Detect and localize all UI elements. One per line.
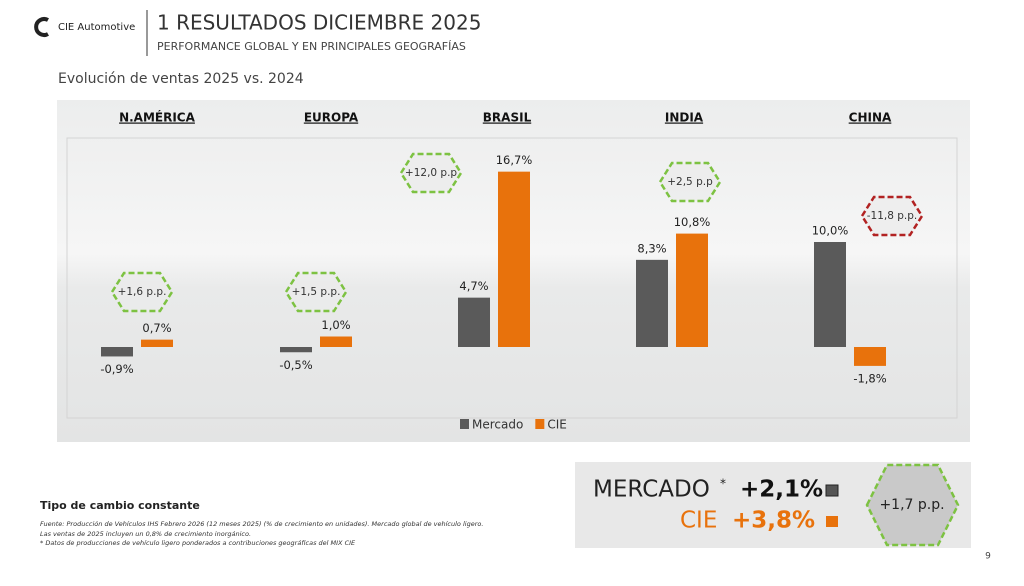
bar	[458, 297, 490, 347]
bar	[814, 242, 846, 347]
value-label: 4,7%	[459, 279, 488, 293]
footer-source: * Datos de producciones de vehículo lige…	[40, 539, 356, 547]
category-label: CHINA	[849, 111, 892, 125]
value-label: -0,5%	[279, 358, 312, 372]
bar	[280, 347, 312, 353]
difference-badge	[110, 271, 174, 313]
value-label: 8,3%	[637, 241, 666, 255]
summary-cie-swatch	[826, 516, 838, 527]
summary-difference: +1,7 p.p.	[879, 497, 944, 513]
slide-subtitle: PERFORMANCE GLOBAL Y EN PRINCIPALES GEOG…	[157, 40, 466, 53]
footer-note: Tipo de cambio constante	[40, 499, 200, 512]
bar	[676, 233, 708, 347]
value-label: 10,8%	[674, 215, 711, 229]
logo-mark	[34, 17, 49, 37]
page-number: 9	[985, 552, 991, 562]
difference-label: +1,6 p.p.	[118, 286, 167, 298]
summary-market-note: *	[720, 477, 726, 491]
summary-market-label: MERCADO	[593, 477, 710, 503]
summary-cie-label: CIE	[680, 508, 717, 534]
difference-badge	[860, 195, 924, 237]
difference-badge	[284, 271, 348, 313]
bar	[636, 259, 668, 347]
slide-title: 1 RESULTADOS DICIEMBRE 2025	[157, 11, 481, 35]
footer-source: Fuente: Producción de Vehículos IHS Febr…	[40, 520, 483, 528]
value-label: 16,7%	[496, 153, 533, 167]
value-label: -0,9%	[100, 362, 133, 376]
legend-swatch	[535, 419, 545, 429]
footer-source: Las ventas de 2025 incluyen un 0,8% de c…	[40, 530, 251, 538]
category-label: EUROPA	[304, 111, 359, 125]
difference-label: +1,5 p.p.	[292, 286, 341, 298]
difference-label: -11,8 p.p.	[867, 210, 918, 222]
category-label: N.AMÉRICA	[119, 110, 196, 125]
legend-swatch	[460, 419, 469, 429]
plot-frame	[66, 137, 958, 419]
value-label: 1,0%	[321, 318, 350, 332]
legend-label: Mercado	[472, 418, 523, 432]
value-label: 10,0%	[812, 224, 849, 238]
value-label: -1,8%	[853, 371, 886, 385]
difference-badge	[399, 152, 463, 194]
category-label: BRASIL	[483, 111, 532, 125]
bar	[854, 347, 886, 366]
difference-label: +2,5 p.p	[667, 176, 713, 188]
value-label: 0,7%	[142, 321, 171, 335]
difference-badge	[658, 161, 722, 203]
bar	[141, 339, 173, 347]
category-label: INDIA	[665, 111, 704, 125]
difference-label: +12,0 p.p	[405, 167, 458, 179]
summary-market-value: +2,1%	[740, 477, 823, 503]
chart-title: Evolución de ventas 2025 vs. 2024	[58, 71, 304, 87]
bar	[320, 336, 352, 347]
summary-market-swatch	[825, 484, 839, 497]
bar	[101, 347, 133, 357]
summary-badge	[865, 463, 960, 547]
bar	[498, 171, 530, 347]
summary-cie-value: +3,8%	[732, 508, 815, 534]
logo-text: CIE Automotive	[58, 22, 135, 33]
legend-label: CIE	[547, 418, 567, 432]
